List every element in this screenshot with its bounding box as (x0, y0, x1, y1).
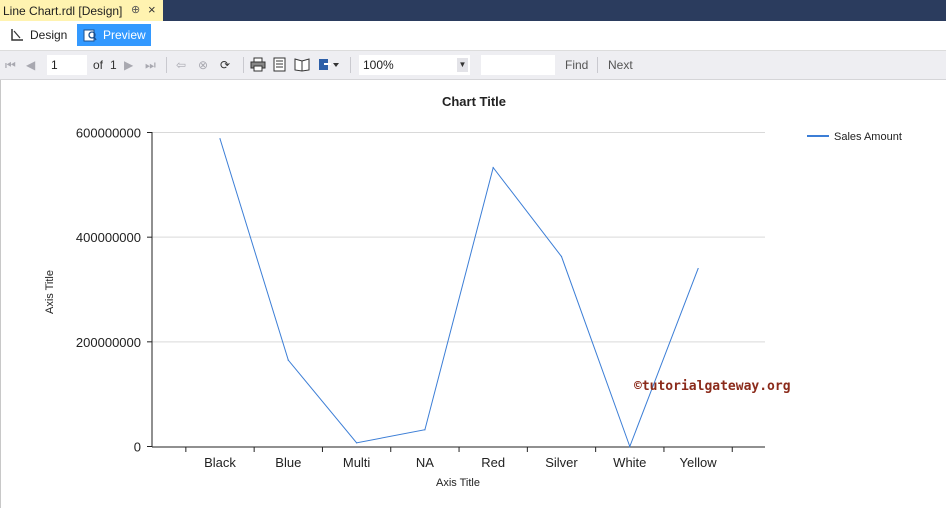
last-page-icon[interactable]: ⏭ (145, 58, 156, 72)
y-tick-label: 0 (134, 440, 141, 455)
x-tick-label: NA (416, 455, 434, 470)
print-layout-icon[interactable] (272, 57, 287, 76)
y-axis-ticks: 0 200000000 400000000 600000000 (76, 126, 152, 455)
first-page-icon[interactable]: ⏮ (5, 58, 16, 72)
chart-gridlines (152, 132, 765, 343)
total-pages: 1 (110, 58, 117, 72)
tab-design-label: Design (30, 28, 68, 42)
x-tick-label: Black (204, 455, 236, 470)
next-link[interactable]: Next (608, 58, 633, 72)
refresh-icon[interactable]: ⟳ (220, 58, 231, 72)
y-tick-label: 600000000 (76, 126, 141, 141)
x-tick-label: Silver (545, 455, 578, 470)
chevron-down-icon[interactable]: ▼ (457, 58, 468, 72)
report-canvas: Chart Title 0 200000000 400000000 600000000… (0, 80, 946, 508)
export-icon[interactable] (318, 57, 340, 76)
chart-legend: Sales Amount (807, 131, 902, 143)
chart-title: Chart Title (442, 94, 506, 109)
toolbar-separator (350, 57, 351, 73)
tab-preview-label: Preview (103, 28, 146, 42)
back-icon[interactable]: ⇦ (176, 58, 187, 72)
toolbar-separator (597, 57, 598, 73)
design-icon (9, 27, 25, 43)
data-point (697, 267, 699, 270)
y-tick-label: 400000000 (76, 230, 141, 245)
data-point (287, 359, 289, 361)
find-input[interactable] (481, 55, 555, 75)
data-point (356, 442, 358, 444)
document-tab[interactable]: Line Chart.rdl [Design] ⊕ × (0, 0, 163, 21)
view-tabs: Design Preview (0, 21, 946, 51)
data-point (424, 429, 426, 431)
toolbar-separator (243, 57, 244, 73)
line-chart: Chart Title 0 200000000 400000000 600000000… (44, 94, 902, 489)
x-tick-label: Red (481, 455, 505, 470)
watermark-text: ©tutorialgateway.org (634, 379, 791, 394)
close-icon[interactable]: × (148, 2, 156, 17)
previous-page-icon[interactable]: ◀ (26, 58, 36, 72)
legend-label: Sales Amount (834, 131, 902, 143)
document-tab-strip: Line Chart.rdl [Design] ⊕ × (0, 0, 946, 21)
zoom-select[interactable]: 100% ▼ (359, 55, 470, 75)
data-point (492, 166, 494, 169)
data-point (219, 138, 221, 140)
x-tick-label: Yellow (680, 455, 718, 470)
data-point (560, 255, 563, 258)
toolbar-separator (166, 57, 167, 73)
stop-icon[interactable]: ⊗ (198, 58, 209, 72)
data-point (629, 445, 631, 448)
print-icon[interactable] (250, 57, 266, 76)
tab-preview[interactable]: Preview (77, 24, 151, 46)
next-page-icon[interactable]: ▶ (124, 58, 134, 72)
page-number-input[interactable]: 1 (47, 55, 87, 75)
x-tick-label: Multi (343, 455, 371, 470)
x-axis-title: Axis Title (436, 477, 480, 489)
chart-series (219, 138, 699, 448)
y-axis-title: Axis Title (44, 270, 56, 314)
report-toolbar: ⏮ ◀ 1 of 1 ▶ ⏭ ⇦ ⊗ ⟳ 100% ▼ Find Next (0, 51, 946, 80)
of-label: of (93, 58, 104, 72)
page-setup-icon[interactable] (294, 57, 310, 76)
y-tick-label: 200000000 (76, 335, 141, 350)
x-tick-label: White (613, 455, 646, 470)
find-link[interactable]: Find (565, 58, 589, 72)
document-tab-title: Line Chart.rdl [Design] (3, 3, 123, 18)
pin-icon[interactable]: ⊕ (131, 4, 141, 16)
zoom-value: 100% (363, 58, 394, 72)
preview-icon (82, 27, 98, 43)
tab-design[interactable]: Design (4, 24, 72, 46)
x-tick-label: Blue (275, 455, 301, 470)
x-axis-ticks: Black Blue Multi NA Red Silver White Yellow (185, 447, 733, 470)
series-line (219, 138, 699, 448)
